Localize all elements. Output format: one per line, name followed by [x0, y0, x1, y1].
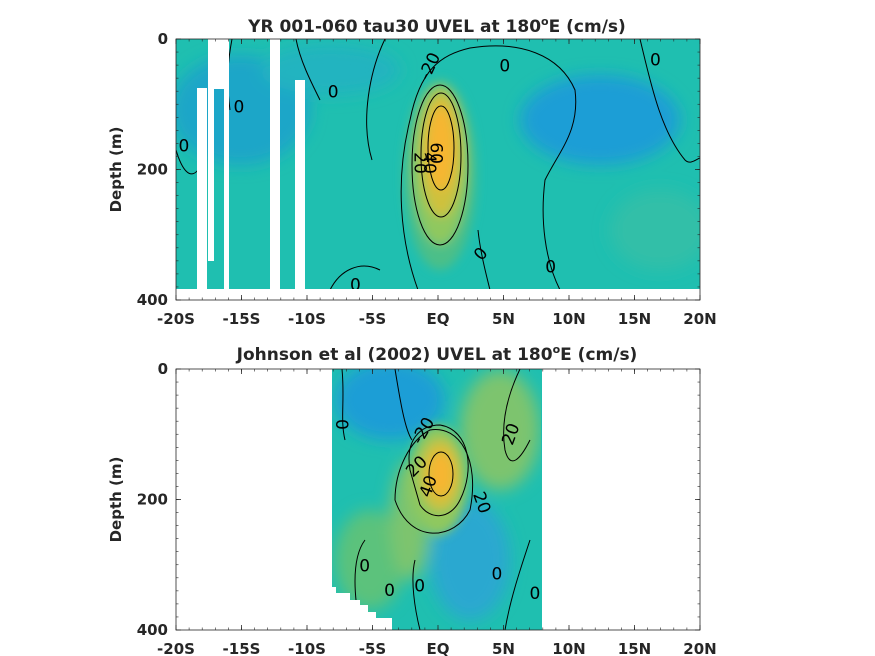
contour-label-bottom: 0 — [414, 576, 425, 596]
title-bottom: Johnson et al (2002) UVEL at 180oE (cm/s… — [236, 343, 638, 365]
x-tick-label-bottom: 20N — [683, 640, 716, 656]
contour-label-top: 0 — [499, 56, 510, 76]
contour-label-top: 0 — [233, 98, 244, 118]
y-tick-label-top: 400 — [137, 291, 168, 309]
title-bottom-superscript: o — [553, 343, 561, 356]
contour-label-top: 0 — [350, 276, 361, 296]
x-tick-label-top: -15S — [223, 310, 261, 328]
chart-top: YR 001-060 tau30 UVEL at 180oE (cm/s) — [107, 15, 717, 328]
x-tick-label-top: 5N — [492, 310, 515, 328]
contour-label-top: 0 — [545, 257, 556, 277]
chart-bottom: Johnson et al (2002) UVEL at 180oE (cm/s… — [107, 343, 717, 656]
x-tick-label-bottom: 5N — [492, 640, 515, 656]
contour-label-top: 0 — [178, 137, 189, 157]
x-tick-label-top: -20S — [157, 310, 195, 328]
axes-top: -20S -15S -10S -5S EQ 5N 10N 15N 20N0200400Depth… — [107, 30, 717, 328]
x-tick-label-top: -5S — [359, 310, 386, 328]
y-tick-label-top: 0 — [158, 30, 168, 48]
x-tick-label-bottom: -20S — [157, 640, 195, 656]
x-tick-label-bottom: 10N — [552, 640, 585, 656]
x-tick-label-bottom: -10S — [288, 640, 326, 656]
contour-label-bottom: 0 — [331, 419, 351, 430]
y-tick-label-bottom: 0 — [158, 360, 168, 378]
x-tick-label-bottom: -5S — [359, 640, 386, 656]
contour-label-top: 60 — [425, 142, 445, 164]
contour-label-bottom: 0 — [530, 584, 541, 604]
contour-label-top: 40 — [419, 152, 439, 174]
title-top: YR 001-060 tau30 UVEL at 180oE (cm/s) — [247, 15, 626, 37]
x-tick-label-bottom: 15N — [618, 640, 651, 656]
axes-bottom: -20S -15S -10S -5S EQ 5N 10N 15N 20N 0 200 400 Depth… — [107, 360, 717, 656]
contour-label-bottom: 0 — [384, 581, 395, 601]
y-tick-label-bottom: 400 — [137, 621, 168, 639]
contour-label-top: 0 — [328, 83, 339, 103]
x-tick-label-top: -10S — [288, 310, 326, 328]
title-top-superscript: o — [541, 15, 549, 28]
contour-label-bottom: 0 — [492, 565, 503, 585]
y-tick-label-top: 200 — [137, 161, 168, 179]
y-tick-label-bottom: 200 — [137, 491, 168, 509]
x-tick-label-top: 10N — [552, 310, 585, 328]
x-tick-label-top: 15N — [618, 310, 651, 328]
missing-data-gaps-bottom — [332, 587, 392, 630]
x-tick-label-bottom: -15S — [223, 640, 261, 656]
x-tick-label-top: 20N — [683, 310, 716, 328]
missing-data-gaps — [197, 39, 305, 290]
y-axis-label-top: Depth (m) — [107, 127, 125, 213]
contour-label-top: 20 — [410, 152, 430, 174]
y-axis-label-bottom: Depth (m) — [107, 457, 125, 543]
x-tick-label-top: EQ — [427, 310, 450, 328]
contour-label-top: 0 — [650, 51, 661, 71]
contour-label-bottom: 0 — [359, 557, 370, 577]
x-tick-label-bottom: EQ — [427, 640, 450, 656]
